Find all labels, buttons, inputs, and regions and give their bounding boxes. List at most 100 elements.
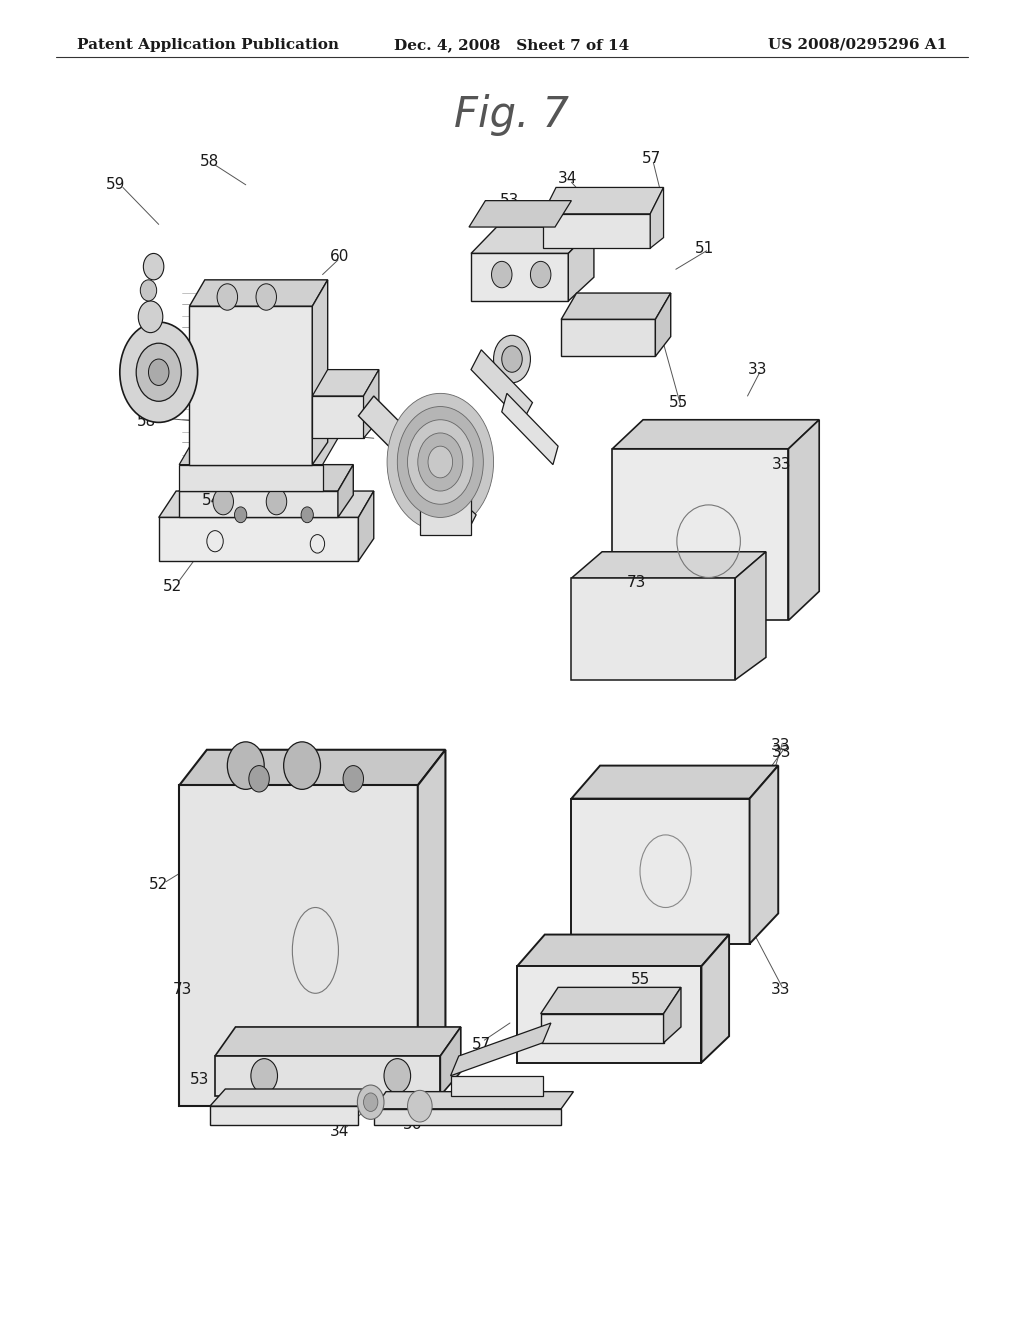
Circle shape [357, 1085, 384, 1119]
Polygon shape [338, 465, 353, 517]
Polygon shape [612, 420, 819, 449]
Polygon shape [655, 293, 671, 356]
Circle shape [249, 766, 269, 792]
Polygon shape [568, 227, 594, 301]
Polygon shape [650, 187, 664, 248]
Circle shape [120, 322, 198, 422]
Text: 53: 53 [190, 1072, 209, 1088]
Circle shape [492, 261, 512, 288]
Circle shape [301, 507, 313, 523]
Circle shape [428, 446, 453, 478]
Polygon shape [179, 438, 338, 465]
Polygon shape [701, 935, 729, 1063]
Polygon shape [451, 1076, 543, 1096]
Text: 33: 33 [770, 982, 791, 998]
Polygon shape [312, 370, 379, 396]
Circle shape [494, 335, 530, 383]
Circle shape [217, 284, 238, 310]
Polygon shape [471, 350, 532, 422]
Text: 55: 55 [631, 972, 649, 987]
Polygon shape [735, 552, 766, 680]
Polygon shape [312, 280, 328, 465]
Polygon shape [364, 370, 379, 438]
Text: 51: 51 [496, 1110, 514, 1126]
Circle shape [266, 488, 287, 515]
Polygon shape [189, 306, 312, 465]
Text: 33: 33 [748, 362, 768, 378]
Text: 34: 34 [558, 170, 577, 186]
Polygon shape [418, 750, 445, 1106]
Text: Patent Application Publication: Patent Application Publication [77, 38, 339, 51]
Text: Dec. 4, 2008   Sheet 7 of 14: Dec. 4, 2008 Sheet 7 of 14 [394, 38, 630, 51]
Text: 57: 57 [642, 150, 660, 166]
Polygon shape [159, 491, 374, 517]
Polygon shape [374, 1092, 573, 1109]
Circle shape [213, 488, 233, 515]
Circle shape [408, 420, 473, 504]
Polygon shape [517, 935, 729, 966]
Polygon shape [541, 987, 681, 1014]
Polygon shape [571, 552, 766, 578]
Polygon shape [571, 766, 778, 799]
Text: 59: 59 [106, 177, 125, 193]
Text: 56: 56 [403, 1117, 422, 1133]
Circle shape [397, 407, 483, 517]
Text: 52: 52 [163, 578, 181, 594]
Circle shape [343, 766, 364, 792]
Circle shape [364, 1093, 378, 1111]
Text: 33: 33 [770, 738, 791, 754]
Polygon shape [471, 227, 594, 253]
Polygon shape [189, 280, 328, 306]
Circle shape [140, 280, 157, 301]
Text: 60: 60 [331, 248, 349, 264]
Text: 58: 58 [137, 413, 156, 429]
Polygon shape [469, 201, 571, 227]
Circle shape [138, 301, 163, 333]
Text: 73: 73 [628, 574, 646, 590]
Polygon shape [420, 491, 471, 535]
Polygon shape [471, 253, 568, 301]
Circle shape [143, 253, 164, 280]
Polygon shape [451, 1023, 551, 1076]
Text: 57: 57 [472, 1036, 490, 1052]
Polygon shape [179, 465, 323, 491]
Polygon shape [215, 1027, 461, 1056]
Text: US 2008/0295296 A1: US 2008/0295296 A1 [768, 38, 947, 51]
Polygon shape [502, 393, 558, 465]
Circle shape [251, 1059, 278, 1093]
Circle shape [384, 1059, 411, 1093]
Text: Fig. 7: Fig. 7 [455, 94, 569, 136]
Text: 54: 54 [203, 492, 221, 508]
Polygon shape [179, 750, 445, 785]
Text: 58: 58 [201, 153, 219, 169]
Polygon shape [440, 1027, 461, 1096]
Circle shape [256, 284, 276, 310]
Polygon shape [159, 517, 358, 561]
Circle shape [387, 393, 494, 531]
Polygon shape [418, 471, 476, 535]
Circle shape [502, 346, 522, 372]
Text: 33: 33 [771, 744, 792, 760]
Circle shape [234, 507, 247, 523]
Polygon shape [571, 799, 750, 944]
Polygon shape [210, 1089, 374, 1106]
Polygon shape [571, 578, 735, 680]
Polygon shape [561, 293, 671, 319]
Polygon shape [541, 1014, 664, 1043]
Text: 55: 55 [670, 395, 688, 411]
Polygon shape [543, 214, 650, 248]
Text: 73: 73 [173, 982, 191, 998]
Polygon shape [664, 987, 681, 1043]
Polygon shape [374, 1109, 561, 1125]
Text: 53: 53 [501, 193, 519, 209]
Polygon shape [517, 966, 701, 1063]
Polygon shape [358, 491, 374, 561]
Polygon shape [543, 187, 664, 214]
Circle shape [284, 742, 321, 789]
Circle shape [418, 433, 463, 491]
Polygon shape [179, 785, 418, 1106]
Text: 51: 51 [695, 240, 714, 256]
Polygon shape [210, 1106, 358, 1125]
Circle shape [408, 1090, 432, 1122]
Text: 33: 33 [771, 457, 792, 473]
